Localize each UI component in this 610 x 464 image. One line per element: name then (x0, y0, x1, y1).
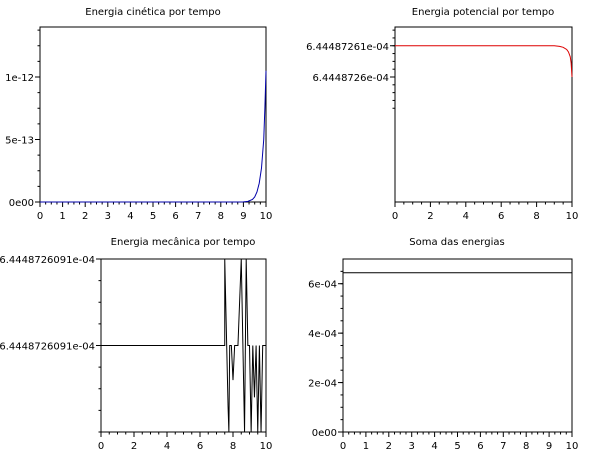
chart-title: Soma das energias (409, 237, 504, 248)
chart-title: Energia mecânica por tempo (111, 236, 256, 248)
x-tick-label: 9 (546, 441, 552, 452)
x-tick-label: 6 (197, 441, 203, 452)
y-tick-label: 6.44487261e-04 (306, 42, 389, 53)
x-tick-label: 5 (150, 211, 156, 222)
x-tick-label: 4 (463, 211, 469, 222)
y-tick-label: 0e00 (312, 428, 337, 439)
x-tick-label: 10 (260, 211, 273, 222)
y-tick-label: 1e-12 (5, 73, 34, 84)
x-tick-label: 2 (131, 441, 137, 452)
x-tick-label: 8 (218, 211, 224, 222)
x-tick-label: 6 (477, 441, 483, 452)
y-tick-label: 6.4448726091e-04 (0, 342, 95, 353)
plot-area (343, 259, 572, 432)
x-tick-label: 10 (566, 211, 579, 222)
plot-area (40, 27, 266, 202)
x-tick-label: 2 (427, 211, 433, 222)
x-tick-label: 4 (164, 441, 170, 452)
x-tick-label: 10 (260, 441, 273, 452)
y-tick-label: 4e-04 (308, 329, 337, 340)
x-tick-label: 0 (37, 211, 43, 222)
x-tick-label: 7 (500, 441, 506, 452)
x-tick-label: 3 (409, 441, 415, 452)
x-tick-label: 1 (59, 211, 65, 222)
x-tick-label: 0 (98, 441, 104, 452)
x-tick-label: 5 (454, 441, 460, 452)
x-tick-label: 8 (533, 211, 539, 222)
y-axis-ticks: 6.44487261e-04 6.4448726e-04 (306, 30, 395, 108)
panel-sum-energies: Soma das energias 0 1 2 3 4 5 6 7 8 9 10 0e00 2e-04… (308, 237, 578, 452)
y-axis-ticks: 6.4448726091e-04 6.4448726091e-04 (0, 255, 101, 432)
x-tick-label: 0 (392, 211, 398, 222)
x-axis-ticks: 0 1 2 3 4 5 6 7 8 9 10 (340, 432, 579, 452)
plot-area (395, 27, 572, 202)
x-tick-label: 2 (386, 441, 392, 452)
panel-kinetic-energy: Energia cinética por tempo 0 1 2 3 4 5 6 7 8 9 10 … (5, 6, 272, 222)
x-tick-label: 8 (523, 441, 529, 452)
y-tick-label: 0e00 (9, 198, 34, 209)
panel-mechanical-energy: Energia mecânica por tempo 0 2 4 6 8 10 6.444… (0, 236, 272, 452)
x-tick-label: 10 (566, 441, 579, 452)
y-axis-ticks: 0e00 5e-13 1e-12 (5, 30, 40, 209)
x-axis-ticks: 0 2 4 6 8 10 (392, 202, 579, 222)
y-tick-label: 5e-13 (5, 136, 34, 147)
x-tick-label: 4 (127, 211, 133, 222)
x-tick-label: 1 (363, 441, 369, 452)
x-axis-ticks: 0 2 4 6 8 10 (98, 432, 273, 452)
y-tick-label: 6.4448726091e-04 (0, 255, 95, 266)
x-tick-label: 8 (230, 441, 236, 452)
x-tick-label: 0 (340, 441, 346, 452)
x-tick-label: 9 (240, 211, 246, 222)
y-tick-label: 2e-04 (308, 379, 337, 390)
x-tick-label: 6 (172, 211, 178, 222)
y-tick-label: 6.4448726e-04 (312, 73, 389, 84)
x-tick-label: 2 (82, 211, 88, 222)
y-axis-ticks: 0e00 2e-04 4e-04 6e-04 (308, 271, 343, 439)
x-tick-label: 6 (498, 211, 504, 222)
x-tick-label: 4 (431, 441, 437, 452)
x-axis-ticks: 0 1 2 3 4 5 6 7 8 9 10 (37, 202, 273, 222)
x-tick-label: 7 (195, 211, 201, 222)
panel-potential-energy: Energia potencial por tempo 0 2 4 6 8 10 6.44… (306, 7, 578, 222)
chart-title: Energia potencial por tempo (412, 7, 554, 18)
x-tick-label: 3 (105, 211, 111, 222)
y-tick-label: 6e-04 (308, 280, 337, 291)
chart-title: Energia cinética por tempo (85, 6, 220, 18)
